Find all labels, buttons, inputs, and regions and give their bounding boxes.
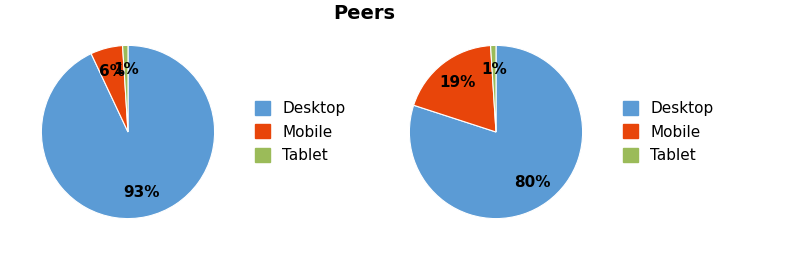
Text: Peers: Peers bbox=[334, 4, 396, 23]
Wedge shape bbox=[91, 46, 128, 132]
Text: 80%: 80% bbox=[514, 175, 551, 190]
Wedge shape bbox=[122, 45, 128, 132]
Wedge shape bbox=[490, 45, 496, 132]
Wedge shape bbox=[410, 45, 582, 219]
Legend: Desktop, Mobile, Tablet: Desktop, Mobile, Tablet bbox=[622, 101, 714, 163]
Wedge shape bbox=[42, 45, 214, 219]
Text: 1%: 1% bbox=[481, 62, 507, 77]
Wedge shape bbox=[414, 46, 496, 132]
Text: 19%: 19% bbox=[440, 75, 476, 90]
Text: 93%: 93% bbox=[123, 185, 160, 200]
Legend: Desktop, Mobile, Tablet: Desktop, Mobile, Tablet bbox=[254, 101, 346, 163]
Text: 1%: 1% bbox=[113, 62, 139, 77]
Text: 6%: 6% bbox=[99, 64, 126, 79]
